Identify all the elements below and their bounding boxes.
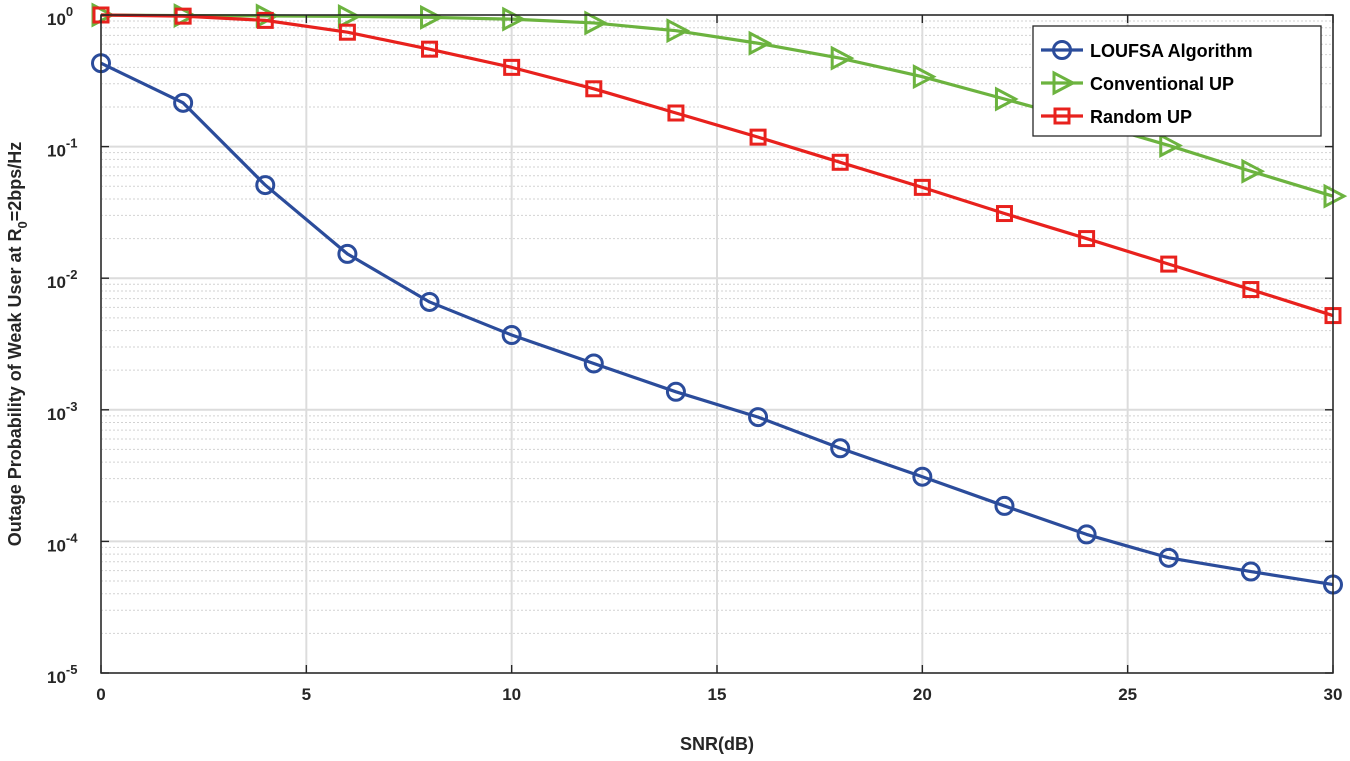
data-point-loufsa-algorithm <box>337 243 358 264</box>
y-tick-label-base: 10 <box>47 10 66 29</box>
y-tick-label-base: 10 <box>47 668 66 687</box>
x-tick-label: 15 <box>708 685 727 704</box>
y-tick-label-base: 10 <box>47 405 66 424</box>
data-point-loufsa-algorithm <box>994 495 1015 516</box>
data-point-conventional-up <box>666 18 691 44</box>
legend-label-loufsa-algorithm: LOUFSA Algorithm <box>1090 41 1253 61</box>
data-point-random-up <box>1078 230 1096 248</box>
data-point-loufsa-algorithm <box>1076 524 1097 545</box>
data-point-conventional-up <box>994 86 1019 112</box>
legend-marker-loufsa-algorithm <box>1052 40 1072 60</box>
y-tick-label-exponent: -4 <box>66 530 78 545</box>
y-axis-label: Outage Probability of Weak User at R0=2b… <box>5 142 30 547</box>
legend-marker-conventional-up <box>1052 70 1077 96</box>
data-point-conventional-up <box>420 4 444 30</box>
x-axis-label: SNR(dB) <box>680 734 754 754</box>
legend-label-random-up: Random UP <box>1090 107 1192 127</box>
series-line-random-up <box>100 13 1334 318</box>
y-tick-label: 10-2 <box>47 267 77 292</box>
data-point-conventional-up <box>502 6 526 32</box>
data-point-random-up <box>585 80 603 98</box>
data-point-random-up <box>667 104 685 122</box>
x-tick-label: 20 <box>913 685 932 704</box>
data-point-conventional-up <box>1323 183 1348 209</box>
y-tick-label: 10-5 <box>47 662 77 687</box>
data-point-loufsa-algorithm <box>912 466 933 487</box>
data-point-conventional-up <box>337 3 362 29</box>
y-tick-label-base: 10 <box>47 142 66 161</box>
data-point-loufsa-algorithm <box>1240 561 1261 582</box>
data-point-random-up <box>749 128 767 146</box>
y-tick-label-exponent: -2 <box>66 267 78 282</box>
data-point-random-up <box>995 205 1013 223</box>
legend-label-conventional-up: Conventional UP <box>1090 74 1234 94</box>
data-point-random-up <box>1160 255 1178 273</box>
data-point-random-up <box>338 23 356 41</box>
series-random-up <box>92 6 1342 325</box>
series-loufsa-algorithm <box>91 53 1343 595</box>
y-axis-label-main: Outage Probability of Weak User at R <box>5 229 25 547</box>
x-tick-label: 5 <box>302 685 311 704</box>
y-tick-label-exponent: 0 <box>66 4 73 19</box>
y-tick-label-base: 10 <box>47 273 66 292</box>
x-tick-labels: 0 5 10 15 20 25 30 <box>96 685 1342 704</box>
x-tick-label: 0 <box>96 685 105 704</box>
data-point-random-up <box>831 153 849 171</box>
legend: LOUFSA Algorithm Conventional UP Random UP <box>1032 25 1322 137</box>
data-point-random-up <box>1242 281 1260 299</box>
data-point-conventional-up <box>912 64 937 90</box>
y-tick-label-exponent: -1 <box>66 136 78 151</box>
data-point-loufsa-algorithm <box>255 175 276 196</box>
legend-entry-random-up: Random UP <box>1041 107 1192 127</box>
data-point-conventional-up <box>830 45 855 71</box>
ticks-layer <box>100 14 1334 674</box>
y-tick-label-exponent: -5 <box>66 662 78 677</box>
data-point-loufsa-algorithm <box>830 438 851 459</box>
data-point-loufsa-algorithm <box>419 291 440 312</box>
y-tick-label: 100 <box>47 4 73 29</box>
data-point-random-up <box>421 40 439 58</box>
y-tick-label: 10-4 <box>47 530 78 555</box>
data-point-conventional-up <box>1241 158 1266 184</box>
data-point-conventional-up <box>1159 132 1183 158</box>
data-point-random-up <box>913 178 931 196</box>
data-point-conventional-up <box>584 10 609 36</box>
legend-entry-loufsa-algorithm: LOUFSA Algorithm <box>1041 40 1253 61</box>
y-axis-label-suffix: =2bps/Hz <box>5 142 25 222</box>
data-point-random-up <box>256 11 274 29</box>
x-tick-label: 10 <box>502 685 521 704</box>
data-point-loufsa-algorithm <box>665 381 686 402</box>
x-tick-label: 30 <box>1324 685 1343 704</box>
y-axis-label-sub: 0 <box>15 221 30 228</box>
y-tick-label-exponent: -3 <box>66 399 78 414</box>
data-point-loufsa-algorithm <box>173 92 194 113</box>
data-point-loufsa-algorithm <box>748 407 769 428</box>
data-point-random-up <box>174 7 192 25</box>
y-tick-label: 10-1 <box>47 136 77 161</box>
x-tick-label: 25 <box>1118 685 1137 704</box>
data-point-loufsa-algorithm <box>583 353 604 374</box>
data-point-loufsa-algorithm <box>1158 547 1179 568</box>
data-point-loufsa-algorithm <box>501 325 522 346</box>
y-tick-label: 10-3 <box>47 399 77 424</box>
data-point-random-up <box>503 58 521 76</box>
series-line-loufsa-algorithm <box>100 61 1334 587</box>
legend-box <box>1032 25 1322 137</box>
legend-entry-conventional-up: Conventional UP <box>1041 70 1234 96</box>
legend-marker-random-up <box>1053 107 1071 125</box>
data-point-conventional-up <box>748 30 773 56</box>
y-tick-label-base: 10 <box>47 536 66 555</box>
